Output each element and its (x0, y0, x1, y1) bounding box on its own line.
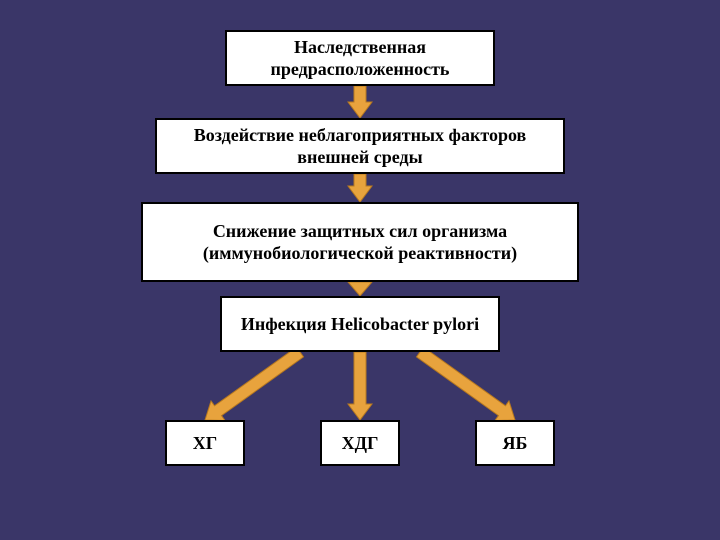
node-n1: Наследственная предрасположенность (225, 30, 495, 86)
node-label: Инфекция Helicobacter pylori (241, 313, 479, 336)
node-n3: Снижение защитных сил организма (иммуноб… (141, 202, 579, 282)
arrow-n4-to-n5 (198, 342, 307, 430)
node-label: ЯБ (503, 432, 528, 455)
node-n7: ЯБ (475, 420, 555, 466)
node-label: ХГ (193, 432, 217, 455)
node-label: Воздействие неблагоприятных факторов вне… (165, 124, 555, 169)
arrow-n1-to-n2 (348, 86, 372, 118)
node-n6: ХДГ (320, 420, 400, 466)
diagram-canvas: Наследственная предрасположенность Воздей… (0, 0, 720, 540)
arrow-n4-to-n6 (348, 352, 372, 420)
arrow-n3-to-n4 (348, 282, 372, 296)
node-n2: Воздействие неблагоприятных факторов вне… (155, 118, 565, 174)
node-n5: ХГ (165, 420, 245, 466)
arrow-n2-to-n3 (348, 174, 372, 202)
node-label: Снижение защитных сил организма (иммуноб… (151, 220, 569, 265)
node-n4: Инфекция Helicobacter pylori (220, 296, 500, 352)
node-label: Наследственная предрасположенность (235, 36, 485, 81)
node-label: ХДГ (342, 432, 379, 455)
arrow-n4-to-n7 (413, 342, 522, 430)
